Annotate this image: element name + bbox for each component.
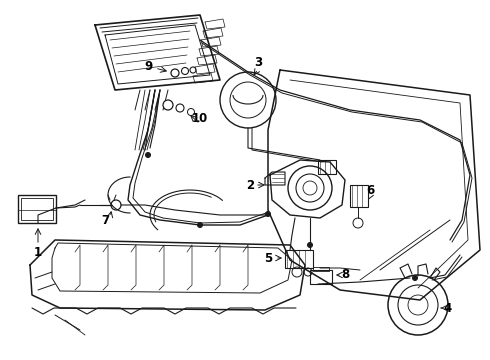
Circle shape (413, 275, 417, 280)
Text: 8: 8 (341, 269, 349, 282)
Text: 7: 7 (101, 213, 109, 226)
Bar (318, 160, 336, 174)
Bar (350, 185, 368, 207)
Text: 3: 3 (254, 55, 262, 68)
Bar (313, 267, 329, 271)
Circle shape (176, 104, 184, 112)
Text: 5: 5 (264, 252, 272, 265)
Text: 2: 2 (246, 179, 254, 192)
Bar (285, 250, 313, 268)
Bar (310, 270, 332, 284)
Text: 10: 10 (192, 112, 208, 125)
Circle shape (146, 153, 150, 158)
Bar (18, 195, 56, 223)
Circle shape (197, 222, 202, 228)
Text: 1: 1 (34, 246, 42, 258)
Text: 6: 6 (366, 184, 374, 197)
Circle shape (163, 100, 173, 110)
Text: 9: 9 (144, 59, 152, 72)
Circle shape (266, 212, 270, 216)
Circle shape (308, 243, 313, 248)
Bar (21, 198, 53, 220)
Text: 4: 4 (444, 302, 452, 315)
